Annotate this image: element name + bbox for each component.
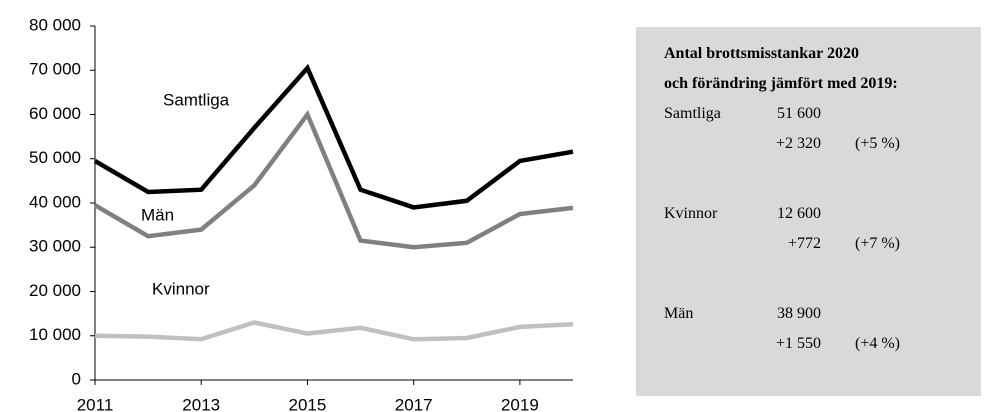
series-line (93, 63, 574, 210)
chart: 0 10 000 20 000 30 000 40 000 50 000 60 000 70 … (29, 15, 574, 412)
row-percent: (+7 %) (855, 235, 901, 252)
y-tick-label: 20 000 (29, 281, 81, 300)
y-tick-label: 0 (72, 369, 81, 388)
panel-row: +2 320 (+5 %) (664, 129, 981, 159)
panel-row: +772 (+7 %) (664, 229, 981, 259)
x-tick-label: 2015 (289, 395, 327, 412)
series-line (93, 110, 574, 250)
panel-title-line: Antal brottsmisstankar 2020 (664, 45, 859, 62)
row-change: +1 550 (775, 335, 821, 352)
panel-row: Män 38 900 (664, 299, 981, 329)
spacer (664, 159, 981, 199)
panel-title-line: och förändring jämfört med 2019: (664, 75, 898, 92)
row-value: 12 600 (777, 205, 821, 222)
series-label: Män (141, 205, 174, 224)
row-name: Kvinnor (664, 205, 718, 222)
summary-panel: Antal brottsmisstankar 2020 och förändrin… (636, 27, 981, 396)
x-tick-label: 2019 (501, 395, 539, 412)
y-tick-label: 30 000 (29, 237, 81, 256)
x-tick-label: 2017 (395, 395, 433, 412)
panel-row: Kvinnor 12 600 (664, 199, 981, 229)
series-label: Kvinnor (152, 279, 210, 298)
row-value: 51 600 (777, 105, 821, 122)
panel-row: Samtliga 51 600 (664, 99, 981, 129)
y-tick-label: 40 000 (29, 192, 81, 211)
row-change: +772 (787, 235, 821, 252)
series-label: Samtliga (163, 90, 230, 109)
panel-row: +1 550 (+4 %) (664, 329, 981, 359)
y-tick-label: 60 000 (29, 104, 81, 123)
panel-title: Antal brottsmisstankar 2020 (664, 39, 981, 69)
row-change: +2 320 (775, 135, 821, 152)
row-percent: (+5 %) (855, 135, 901, 152)
row-name: Män (664, 305, 694, 322)
x-tick-label: 2011 (77, 395, 114, 412)
y-tick-label: 80 000 (29, 15, 81, 34)
row-name: Samtliga (664, 105, 721, 122)
y-tick-label: 70 000 (29, 60, 81, 79)
spacer (664, 259, 981, 299)
x-tick-label: 2013 (182, 395, 220, 412)
row-value: 38 900 (777, 305, 821, 322)
panel-title: och förändring jämfört med 2019: (664, 69, 981, 99)
row-percent: (+4 %) (855, 335, 901, 352)
y-tick-label: 10 000 (29, 325, 81, 344)
y-tick-label: 50 000 (29, 148, 81, 167)
series-line (94, 320, 574, 342)
